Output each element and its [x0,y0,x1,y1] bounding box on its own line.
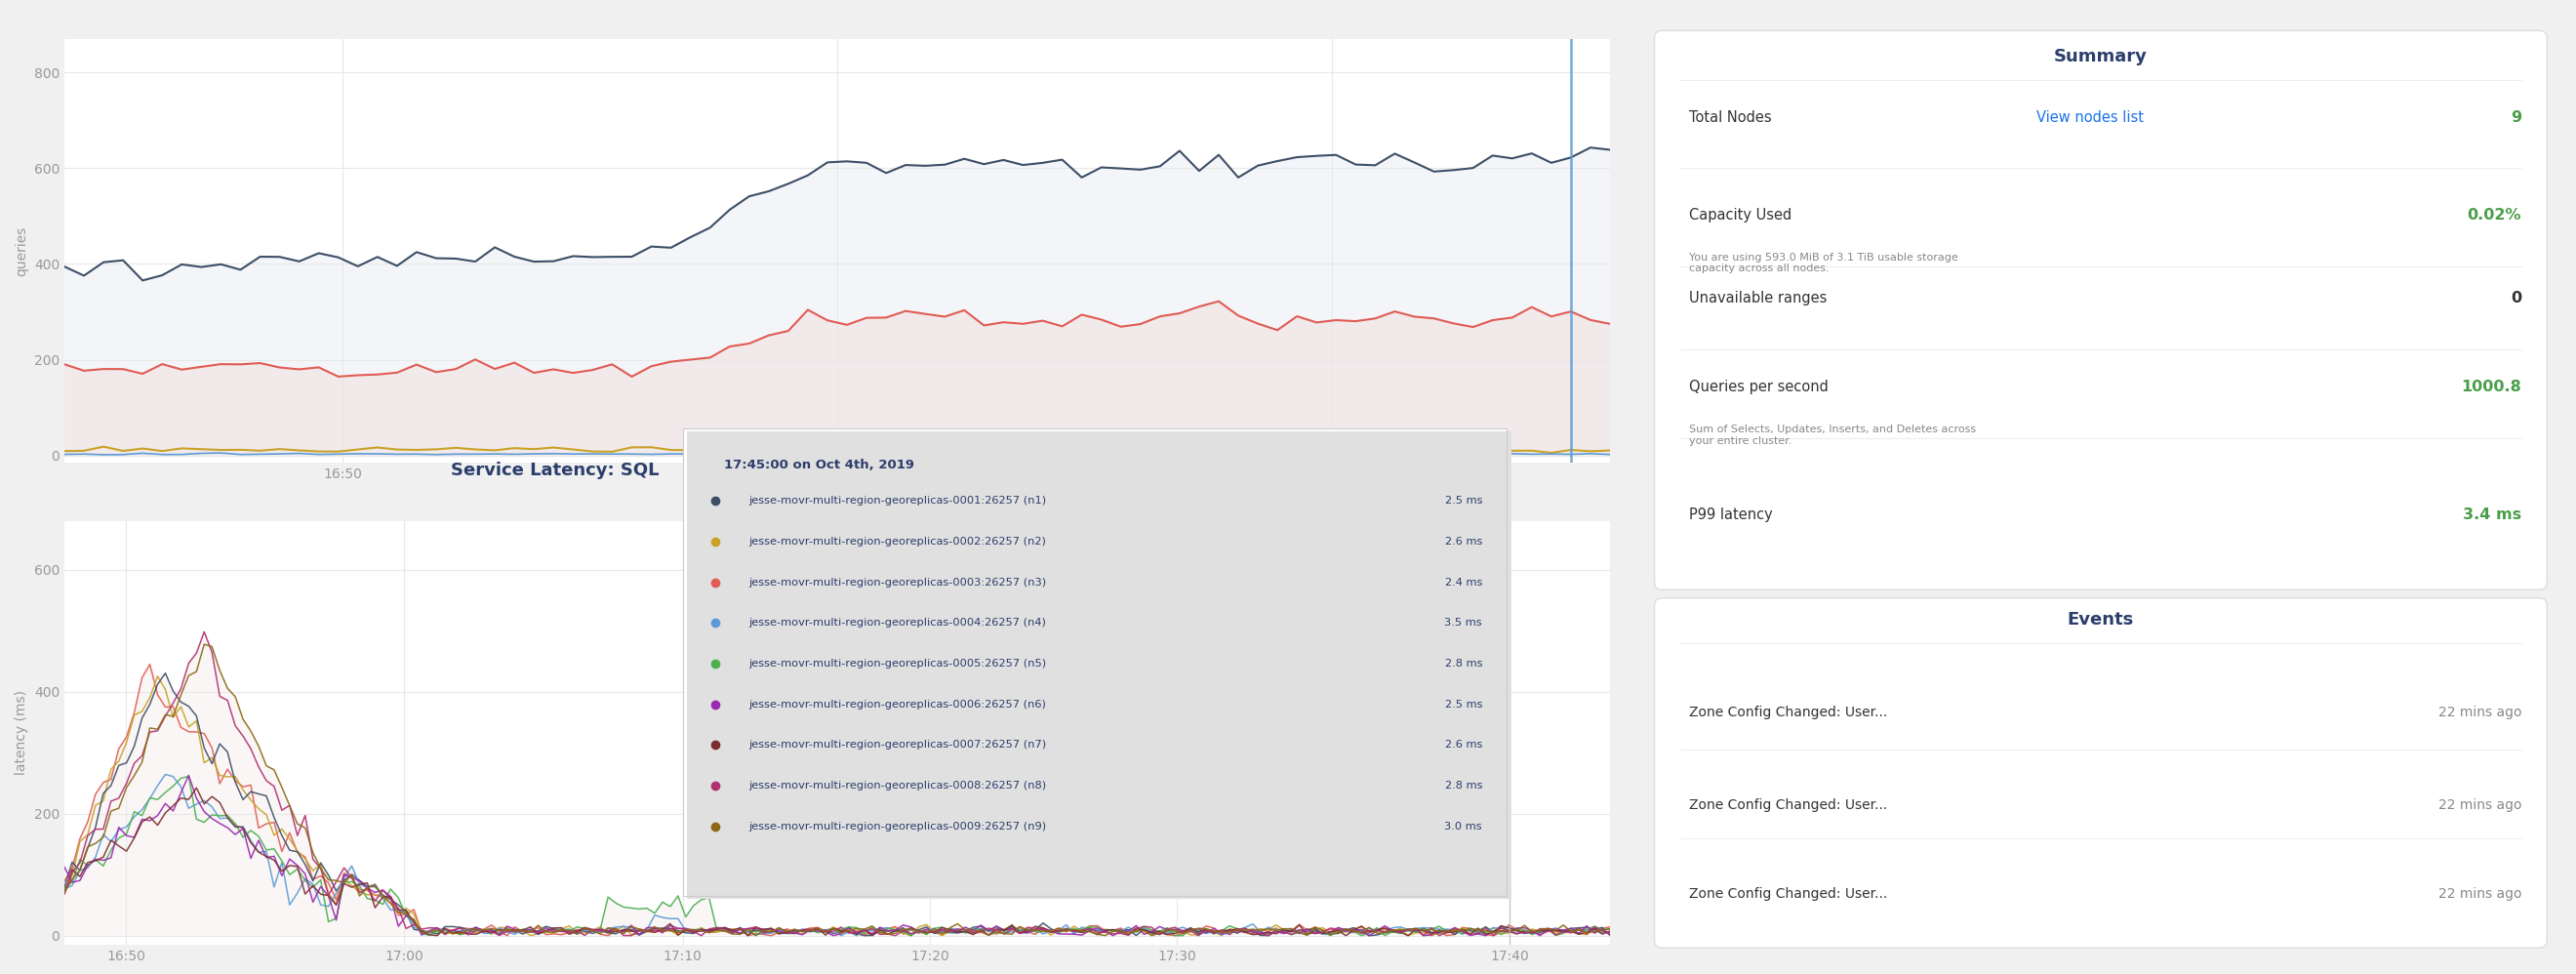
Text: Events: Events [2069,611,2133,628]
Text: jesse-movr-multi-region-georeplicas-0003:26257 (n3): jesse-movr-multi-region-georeplicas-0003… [750,578,1046,587]
Text: Service Latency: SQL: Service Latency: SQL [451,461,659,479]
Text: jesse-movr-multi-region-georeplicas-0004:26257 (n4): jesse-movr-multi-region-georeplicas-0004… [750,618,1046,628]
Text: jesse-movr-multi-region-georeplicas-0008:26257 (n8): jesse-movr-multi-region-georeplicas-0008… [750,781,1046,791]
FancyBboxPatch shape [1654,30,2548,589]
Text: Zone Config Changed: User...: Zone Config Changed: User... [1690,799,1888,812]
Text: P99 latency: P99 latency [1690,507,1772,522]
Text: View nodes list: View nodes list [2038,110,2143,125]
Text: Queries per second: Queries per second [1690,380,1829,394]
FancyBboxPatch shape [688,431,1512,898]
Text: 22 mins ago: 22 mins ago [2437,887,2522,901]
Text: jesse-movr-multi-region-georeplicas-0009:26257 (n9): jesse-movr-multi-region-georeplicas-0009… [750,821,1046,831]
Text: jesse-movr-multi-region-georeplicas-0005:26257 (n5): jesse-movr-multi-region-georeplicas-0005… [750,658,1046,668]
Text: 0: 0 [2512,291,2522,306]
Text: 9: 9 [2512,110,2522,125]
Text: Total Nodes: Total Nodes [1690,110,1772,125]
Text: jesse-movr-multi-region-georeplicas-0006:26257 (n6): jesse-movr-multi-region-georeplicas-0006… [750,699,1046,709]
Y-axis label: queries: queries [15,226,28,276]
Text: Unavailable ranges: Unavailable ranges [1690,291,1826,306]
Text: 17:45:00 on Oct 4th, 2019: 17:45:00 on Oct 4th, 2019 [724,459,914,471]
Text: 0.02%: 0.02% [2468,207,2522,222]
Text: Capacity Used: Capacity Used [1690,207,1793,222]
Text: Sum of Selects, Updates, Inserts, and Deletes across
your entire cluster.: Sum of Selects, Updates, Inserts, and De… [1690,425,1976,446]
FancyBboxPatch shape [1654,598,2548,948]
Text: Summary: Summary [2053,48,2148,65]
Text: 22 mins ago: 22 mins ago [2437,705,2522,719]
Text: 1000.8: 1000.8 [2460,380,2522,394]
Text: You are using 593.0 MiB of 3.1 TiB usable storage
capacity across all nodes.: You are using 593.0 MiB of 3.1 TiB usabl… [1690,252,1958,274]
Text: 3.5 ms: 3.5 ms [1445,618,1481,628]
Text: 2.8 ms: 2.8 ms [1445,658,1481,668]
Text: Zone Config Changed: User...: Zone Config Changed: User... [1690,705,1888,719]
Y-axis label: latency (ms): latency (ms) [15,691,28,775]
Text: 22 mins ago: 22 mins ago [2437,799,2522,812]
Text: jesse-movr-multi-region-georeplicas-0001:26257 (n1): jesse-movr-multi-region-georeplicas-0001… [750,496,1046,506]
Text: jesse-movr-multi-region-georeplicas-0007:26257 (n7): jesse-movr-multi-region-georeplicas-0007… [750,740,1046,750]
Text: 2.4 ms: 2.4 ms [1445,578,1481,587]
Text: 2.8 ms: 2.8 ms [1445,781,1481,791]
Text: 2.6 ms: 2.6 ms [1445,537,1481,546]
Text: 3.0 ms: 3.0 ms [1445,821,1481,831]
Text: 3.4 ms: 3.4 ms [2463,507,2522,522]
Text: 2.5 ms: 2.5 ms [1445,496,1481,506]
Text: Zone Config Changed: User...: Zone Config Changed: User... [1690,887,1888,901]
Text: 2.5 ms: 2.5 ms [1445,699,1481,709]
Text: 2.6 ms: 2.6 ms [1445,740,1481,750]
Text: jesse-movr-multi-region-georeplicas-0002:26257 (n2): jesse-movr-multi-region-georeplicas-0002… [750,537,1046,546]
